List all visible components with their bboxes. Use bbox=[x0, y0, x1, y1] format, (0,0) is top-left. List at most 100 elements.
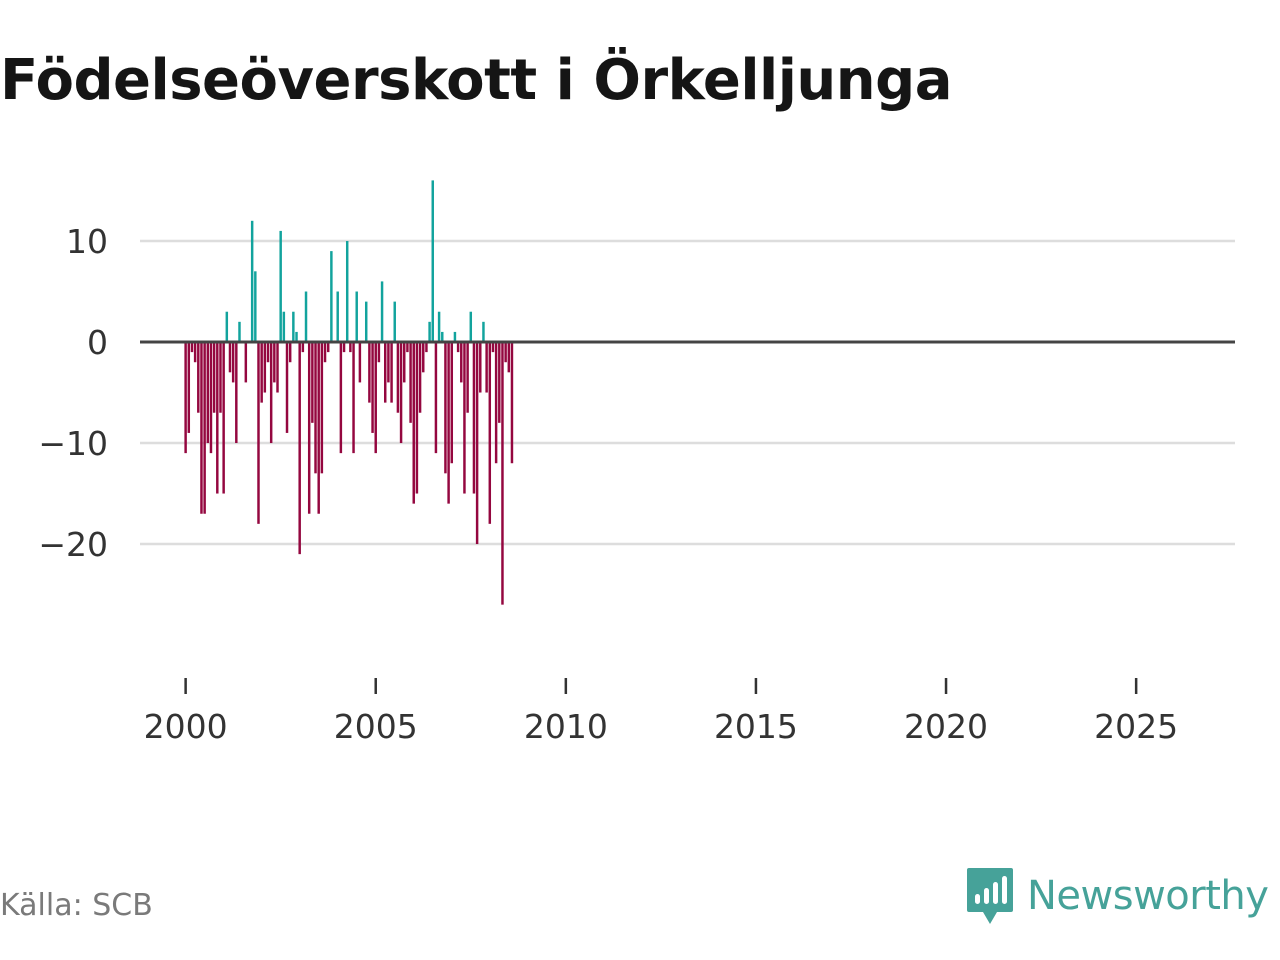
bar bbox=[453, 331, 457, 343]
bar bbox=[260, 342, 263, 403]
bar bbox=[364, 301, 368, 343]
bar bbox=[406, 342, 409, 353]
bar bbox=[288, 342, 292, 363]
bar bbox=[447, 342, 450, 504]
bar bbox=[250, 220, 254, 343]
y-tick-label: 0 bbox=[87, 323, 108, 362]
bar bbox=[437, 311, 441, 343]
bar bbox=[304, 291, 308, 343]
bar bbox=[336, 291, 339, 343]
bar bbox=[276, 342, 279, 393]
bar bbox=[387, 342, 390, 383]
bar bbox=[384, 342, 387, 403]
bar bbox=[396, 342, 400, 413]
x-tick-label: 2000 bbox=[144, 707, 228, 746]
bar bbox=[342, 342, 346, 353]
bar bbox=[231, 342, 235, 383]
bar bbox=[184, 342, 187, 454]
x-axis: 2000 2005 2010 2015 2020 2025 bbox=[144, 678, 1178, 746]
bar bbox=[501, 342, 504, 605]
bar bbox=[377, 342, 381, 363]
bar bbox=[212, 342, 216, 413]
bar bbox=[323, 342, 327, 363]
bar bbox=[488, 342, 492, 524]
bar bbox=[403, 342, 406, 383]
chart-title: Födelseöverskott i Örkelljunga bbox=[0, 48, 953, 113]
bar bbox=[219, 342, 222, 413]
bar bbox=[244, 342, 248, 383]
bar bbox=[345, 241, 349, 343]
bar-chart: 10 0 −10 −20 2000 2005 2010 2015 2020 2025 bbox=[38, 180, 1235, 746]
bar bbox=[504, 342, 507, 363]
brand-name: Newsworthy bbox=[1027, 873, 1269, 919]
bar bbox=[472, 342, 476, 494]
bar bbox=[494, 342, 498, 464]
newsworthy-icon bbox=[967, 868, 1013, 924]
bar bbox=[460, 342, 463, 383]
x-tick-label: 2005 bbox=[334, 707, 418, 746]
bar bbox=[349, 342, 352, 353]
bar bbox=[298, 342, 301, 555]
bar bbox=[368, 342, 371, 403]
bar bbox=[415, 342, 419, 494]
bar bbox=[482, 321, 485, 343]
bar bbox=[317, 342, 320, 514]
bar bbox=[422, 342, 425, 373]
bar bbox=[266, 342, 270, 363]
bar bbox=[393, 301, 396, 343]
bar bbox=[463, 342, 466, 494]
bar bbox=[254, 271, 257, 343]
bar bbox=[491, 342, 495, 353]
bar bbox=[498, 342, 501, 423]
bar bbox=[434, 342, 438, 454]
bar bbox=[190, 342, 194, 353]
bar bbox=[330, 251, 333, 343]
bar bbox=[197, 342, 200, 413]
bar bbox=[263, 342, 267, 393]
bar bbox=[216, 342, 219, 494]
bar bbox=[475, 342, 479, 545]
bar bbox=[326, 342, 330, 353]
source-label: Källa: SCB bbox=[0, 888, 153, 923]
bar bbox=[444, 342, 447, 474]
bar bbox=[206, 342, 210, 444]
bar bbox=[238, 321, 241, 343]
bar bbox=[257, 342, 260, 524]
x-tick-label: 2020 bbox=[904, 707, 988, 746]
bar bbox=[510, 342, 514, 464]
bar bbox=[358, 342, 362, 383]
x-tick-label: 2015 bbox=[714, 707, 798, 746]
bar bbox=[418, 342, 422, 413]
newsworthy-logo[interactable]: Newsworthy bbox=[965, 865, 1269, 927]
bar bbox=[399, 342, 403, 444]
y-axis-labels: 10 0 −10 −20 bbox=[38, 222, 108, 564]
bar bbox=[479, 342, 482, 393]
bar bbox=[390, 342, 393, 403]
bar bbox=[469, 311, 473, 343]
bar bbox=[269, 342, 273, 444]
bar bbox=[314, 342, 317, 474]
bar bbox=[507, 342, 511, 373]
bar bbox=[450, 342, 454, 464]
bar bbox=[292, 311, 295, 343]
bar bbox=[380, 281, 384, 343]
bar bbox=[301, 342, 305, 353]
bar bbox=[320, 342, 324, 474]
x-tick-label: 2010 bbox=[524, 707, 608, 746]
bar bbox=[431, 180, 434, 343]
bar bbox=[409, 342, 412, 423]
bar bbox=[222, 342, 225, 494]
bar bbox=[279, 230, 282, 343]
bar bbox=[339, 342, 343, 454]
bar bbox=[235, 342, 238, 444]
bar bbox=[203, 342, 206, 514]
bar bbox=[425, 342, 428, 353]
bar bbox=[307, 342, 311, 514]
bar bbox=[285, 342, 289, 433]
bar bbox=[282, 311, 286, 343]
bar bbox=[273, 342, 276, 383]
bar bbox=[311, 342, 314, 423]
bar bbox=[295, 331, 298, 343]
x-tick-label: 2025 bbox=[1094, 707, 1178, 746]
bar bbox=[187, 342, 191, 433]
